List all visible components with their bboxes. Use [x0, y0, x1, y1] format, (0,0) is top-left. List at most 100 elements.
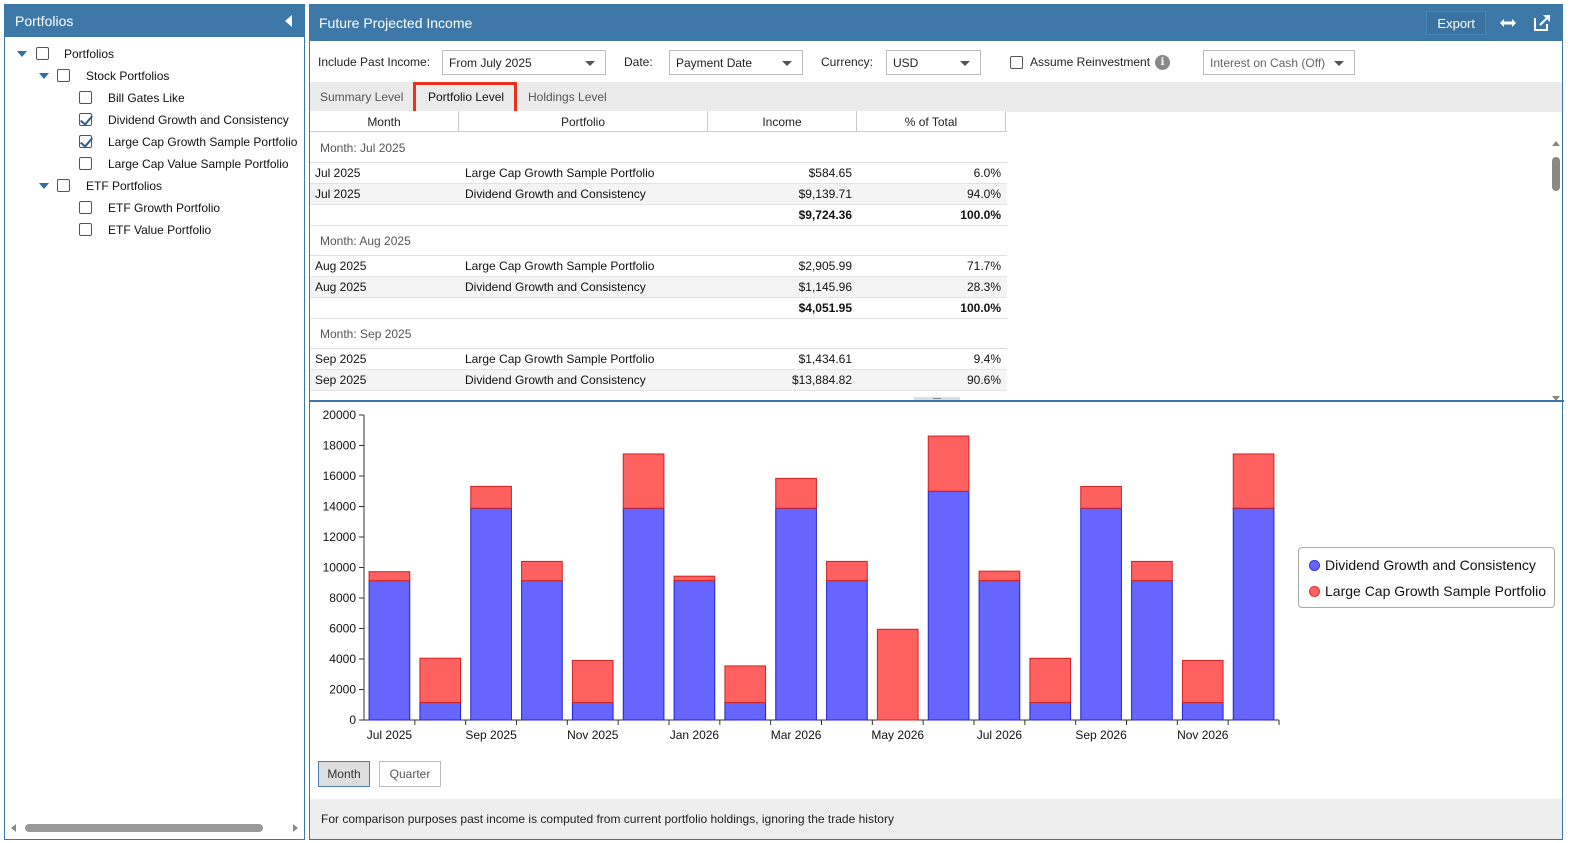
- tree-item[interactable]: ETF Portfolios: [5, 175, 304, 197]
- bar-segment: [1080, 485, 1122, 509]
- y-tick-label: 10000: [323, 561, 357, 575]
- tree-item-checkbox[interactable]: [79, 201, 92, 214]
- cell-pct: 94.0%: [966, 187, 1001, 201]
- scroll-down-icon[interactable]: [1552, 396, 1560, 400]
- legend-item-dividend[interactable]: Dividend Growth and Consistency: [1309, 557, 1536, 573]
- footer-note: For comparison purposes past income is c…: [310, 799, 1562, 839]
- bar-segment: [1131, 560, 1173, 582]
- cell-income: $1,434.61: [798, 352, 852, 366]
- tree-item-checkbox[interactable]: [79, 113, 92, 126]
- export-button[interactable]: Export: [1426, 11, 1486, 35]
- cell-portfolio: Dividend Growth and Consistency: [465, 187, 646, 201]
- tree-item-label[interactable]: Bill Gates Like: [108, 91, 185, 105]
- income-bar-chart: 0 2000 4000 6000 8000 10000 12000 14000 16000 180…: [323, 408, 1280, 742]
- pop-out-icon[interactable]: [1532, 13, 1552, 33]
- collapse-panel-icon[interactable]: [285, 15, 292, 27]
- column-header-month[interactable]: Month: [310, 111, 459, 132]
- scrollbar-thumb[interactable]: [1552, 157, 1560, 191]
- currency-select[interactable]: USD: [886, 50, 981, 75]
- period-month-button[interactable]: Month: [318, 761, 370, 787]
- currency-label: Currency:: [821, 55, 874, 69]
- date-select[interactable]: Payment Date: [669, 50, 803, 75]
- portfolio-panel-title: Portfolios: [15, 13, 74, 29]
- table-row[interactable]: Aug 2025 Large Cap Growth Sample Portfoli…: [310, 256, 1007, 277]
- tree-item[interactable]: Bill Gates Like: [5, 87, 304, 109]
- x-tick-label: May 2026: [871, 728, 924, 742]
- portfolio-tree: Portfolios Stock Portfolios Bill Gates Lik…: [5, 43, 304, 241]
- expand-caret-icon[interactable]: [39, 73, 49, 79]
- tree-item-checkbox[interactable]: [79, 135, 92, 148]
- bar-segment: [521, 560, 563, 582]
- table-row[interactable]: Aug 2025 Dividend Growth and Consistency $…: [310, 277, 1007, 298]
- scrollbar-thumb[interactable]: [25, 824, 263, 832]
- tree-item[interactable]: Large Cap Growth Sample Portfolio: [5, 131, 304, 153]
- tree-item-label[interactable]: Portfolios: [64, 47, 115, 61]
- period-quarter-button[interactable]: Quarter: [379, 761, 441, 787]
- legend-label: Large Cap Growth Sample Portfolio: [1325, 583, 1546, 599]
- scroll-right-icon[interactable]: [293, 824, 298, 832]
- table-row[interactable]: Sep 2025 Large Cap Growth Sample Portfoli…: [310, 349, 1007, 370]
- legend-item-largecap[interactable]: Large Cap Growth Sample Portfolio: [1309, 583, 1546, 599]
- expand-width-icon[interactable]: [1498, 13, 1518, 33]
- tree-item-label[interactable]: Large Cap Growth Sample Portfolio: [108, 135, 298, 149]
- expand-caret-icon[interactable]: [17, 51, 27, 57]
- table-row[interactable]: Jul 2025 Dividend Growth and Consistency $…: [310, 184, 1007, 205]
- tree-item-checkbox[interactable]: [79, 157, 92, 170]
- scroll-up-icon[interactable]: [1552, 141, 1560, 146]
- assume-reinvestment-label: Assume Reinvestment: [1030, 55, 1151, 69]
- tree-horizontal-scrollbar[interactable]: [11, 823, 298, 833]
- cell-pct: 6.0%: [973, 166, 1001, 180]
- bar-segment: [1232, 453, 1275, 509]
- chevron-down-icon: [782, 61, 792, 66]
- past-income-select[interactable]: From July 2025: [442, 50, 606, 75]
- tree-item-checkbox[interactable]: [57, 179, 70, 192]
- currency-value: USD: [893, 55, 919, 70]
- tree-item-label[interactable]: ETF Portfolios: [86, 179, 163, 193]
- level-tabs: Summary Level Portfolio Level Holdings L…: [310, 82, 1562, 114]
- tree-item-label[interactable]: Dividend Growth and Consistency: [108, 113, 289, 127]
- group-header-row[interactable]: Month: Sep 2025: [310, 319, 1007, 349]
- bar-segment: [927, 490, 970, 721]
- cell-pct: 28.3%: [966, 280, 1001, 294]
- tree-item-checkbox[interactable]: [79, 223, 92, 236]
- scroll-left-icon[interactable]: [11, 824, 16, 832]
- pane-splitter[interactable]: [310, 400, 1564, 402]
- tree-item[interactable]: Portfolios: [5, 43, 304, 65]
- assume-reinvestment-checkbox[interactable]: [1010, 56, 1023, 69]
- tab-holdings-level[interactable]: Holdings Level: [528, 90, 607, 104]
- tab-summary-level[interactable]: Summary Level: [320, 90, 404, 104]
- cell-income: $9,139.71: [798, 187, 852, 201]
- active-tab-highlight: [413, 82, 517, 114]
- cell-portfolio: Large Cap Growth Sample Portfolio: [465, 352, 655, 366]
- info-icon[interactable]: i: [1155, 55, 1170, 70]
- group-header-row[interactable]: Month: Aug 2025: [310, 226, 1007, 256]
- chevron-down-icon: [1334, 61, 1344, 66]
- tree-item[interactable]: Dividend Growth and Consistency: [5, 109, 304, 131]
- column-header-pct-total[interactable]: % of Total: [857, 111, 1006, 132]
- table-row[interactable]: Jul 2025 Large Cap Growth Sample Portfoli…: [310, 163, 1007, 184]
- tab-portfolio-level[interactable]: Portfolio Level: [428, 90, 505, 104]
- tree-item-checkbox[interactable]: [57, 69, 70, 82]
- group-header-row[interactable]: Month: Jul 2025: [310, 133, 1007, 163]
- column-header-income[interactable]: Income: [708, 111, 857, 132]
- tree-item-label[interactable]: ETF Value Portfolio: [108, 223, 212, 237]
- tree-item-checkbox[interactable]: [79, 91, 92, 104]
- grid-vertical-scrollbar[interactable]: [1551, 141, 1561, 400]
- bar-segment: [571, 702, 614, 721]
- splitter-handle[interactable]: [914, 397, 960, 400]
- tree-item[interactable]: Large Cap Value Sample Portfolio: [5, 153, 304, 175]
- tree-item-label[interactable]: Stock Portfolios: [86, 69, 170, 83]
- column-header-portfolio[interactable]: Portfolio: [459, 111, 708, 132]
- tree-item-checkbox[interactable]: [36, 47, 49, 60]
- table-row[interactable]: Sep 2025 Dividend Growth and Consistency $…: [310, 370, 1007, 391]
- date-label: Date:: [624, 55, 653, 69]
- tree-item[interactable]: Stock Portfolios: [5, 65, 304, 87]
- tree-item[interactable]: ETF Growth Portfolio: [5, 197, 304, 219]
- tree-item-label[interactable]: ETF Growth Portfolio: [108, 201, 221, 215]
- cell-month: Jul 2025: [315, 166, 361, 180]
- expand-caret-icon[interactable]: [39, 183, 49, 189]
- interest-on-cash-select[interactable]: Interest on Cash (Off): [1203, 50, 1355, 75]
- tree-item[interactable]: ETF Value Portfolio: [5, 219, 304, 241]
- tree-item-label[interactable]: Large Cap Value Sample Portfolio: [108, 157, 289, 171]
- past-income-label: Include Past Income:: [318, 55, 431, 69]
